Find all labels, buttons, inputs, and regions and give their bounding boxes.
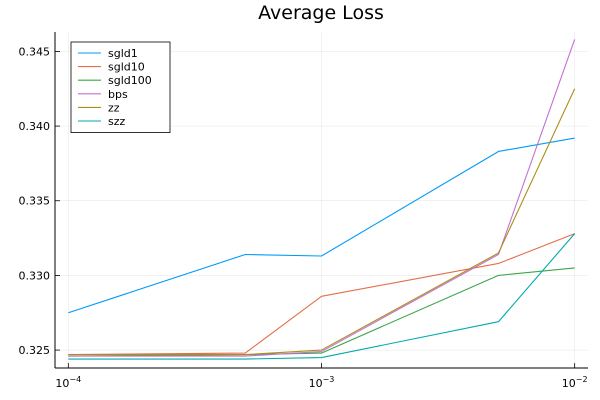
chart-title: Average Loss bbox=[258, 2, 384, 24]
series-lines bbox=[68, 39, 576, 360]
x-tick-label-exponent: −4 bbox=[69, 375, 81, 384]
y-tick-label: 0.335 bbox=[19, 195, 51, 208]
y-tick-label: 0.345 bbox=[19, 45, 51, 58]
y-tick-label: 0.325 bbox=[19, 344, 51, 357]
series-line-bps bbox=[68, 39, 576, 357]
legend-label-zz: zz bbox=[108, 101, 120, 114]
legend-label-bps: bps bbox=[108, 88, 128, 101]
series-line-sgld1 bbox=[68, 137, 575, 314]
y-tick-label: 0.330 bbox=[19, 269, 51, 282]
y-tick-label: 0.340 bbox=[19, 120, 51, 133]
series-line-sgld10 bbox=[68, 233, 575, 356]
legend-label-sgld1: sgld1 bbox=[108, 47, 138, 60]
x-tick-label: 10−3 bbox=[309, 375, 335, 390]
x-tick-label-exponent: −3 bbox=[323, 375, 335, 384]
x-tick-label-base: 10 bbox=[562, 377, 576, 390]
legend-label-sgld10: sgld10 bbox=[108, 61, 145, 74]
x-tick-label-exponent: −2 bbox=[576, 375, 588, 384]
x-tick-label-base: 10 bbox=[309, 377, 323, 390]
x-tick-label-base: 10 bbox=[55, 377, 69, 390]
y-axis-ticks: 0.325 0.330 0.335 0.340 0.345 bbox=[19, 45, 60, 357]
series-line-zz bbox=[68, 88, 576, 356]
series-line-szz bbox=[68, 233, 576, 360]
legend-label-sgld100: sgld100 bbox=[108, 74, 152, 87]
x-tick-label: 10−2 bbox=[562, 375, 588, 390]
legend-label-szz: szz bbox=[108, 115, 126, 128]
x-tick-label: 10−4 bbox=[55, 375, 81, 390]
legend-box bbox=[70, 41, 171, 133]
x-axis-ticks: 10−4 10−3 10−2 bbox=[55, 363, 588, 390]
